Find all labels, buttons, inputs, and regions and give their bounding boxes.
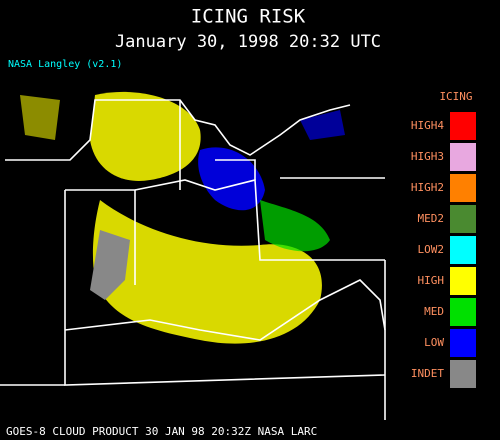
boundary: [134, 178, 385, 261]
legend-swatch: [450, 143, 476, 171]
cloud-area: [300, 110, 345, 140]
cloud-area: [92, 200, 322, 344]
cloud-area: [90, 91, 201, 181]
legend-swatch: [450, 174, 476, 202]
legend-swatch: [450, 112, 476, 140]
cloud-area: [198, 147, 265, 211]
cloud-area: [260, 200, 330, 252]
boundary: [179, 100, 256, 190]
legend-label: INDET: [411, 367, 444, 380]
legend-swatch: [450, 360, 476, 388]
title: ICING RISK: [191, 6, 306, 28]
legend-label: MED2: [418, 212, 445, 225]
legend-label: MED: [424, 305, 444, 318]
legend-label: HIGH: [418, 274, 445, 287]
legend-swatch: [450, 267, 476, 295]
footer: GOES-8 CLOUD PRODUCT 30 JAN 98 20:32Z NA…: [6, 425, 317, 438]
cloud-area: [90, 230, 130, 300]
legend-title: ICING: [439, 90, 472, 103]
legend-swatch: [450, 329, 476, 357]
legend-label: HIGH2: [411, 181, 444, 194]
boundary: [5, 99, 351, 161]
legend-label: LOW2: [418, 243, 445, 256]
map: [0, 91, 386, 420]
boundary: [0, 260, 386, 420]
legend-swatch: [450, 236, 476, 264]
source: NASA Langley (v2.1): [8, 59, 122, 70]
legend-label: HIGH4: [411, 119, 444, 132]
cloud-area: [20, 95, 60, 140]
boundary: [64, 279, 386, 341]
legend-label: LOW: [424, 336, 444, 349]
legend-label: HIGH3: [411, 150, 444, 163]
legend-swatch: [450, 298, 476, 326]
legend: ICING HIGH4 HIGH3 HIGH2 MED2 LOW2 HIGH MED LOW I…: [411, 90, 476, 388]
subtitle: January 30, 1998 20:32 UTC: [115, 32, 381, 52]
legend-swatch: [450, 205, 476, 233]
